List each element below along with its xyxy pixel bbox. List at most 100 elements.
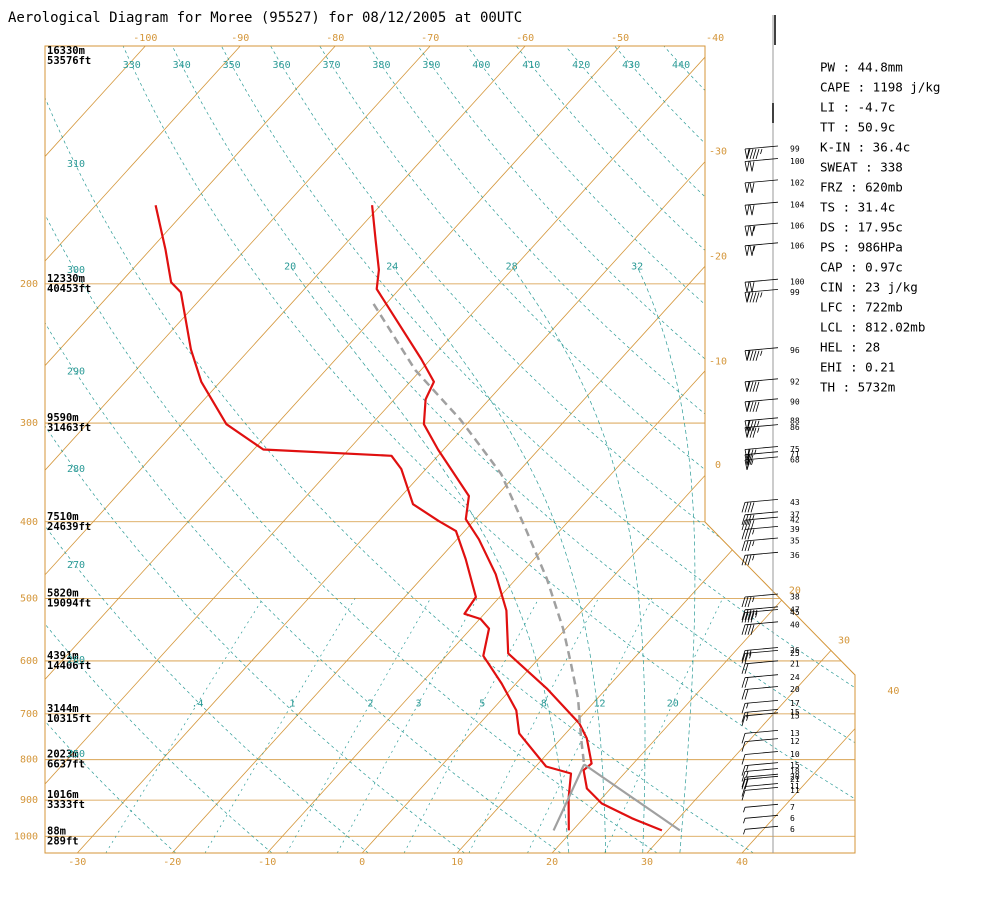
- moist-adiabat: [289, 266, 570, 853]
- mixing-ratio-line: [204, 598, 356, 853]
- wind-barb: [744, 456, 779, 471]
- height-ft: 53576ft: [47, 55, 91, 67]
- wind-barb: [741, 609, 779, 623]
- isotherm: [45, 46, 621, 853]
- wind-speed-label: 86: [790, 423, 800, 432]
- wind-barb: [741, 621, 779, 635]
- wind-barb: [744, 451, 779, 465]
- wind-speed-label: 99: [790, 144, 800, 153]
- theta-label: 250: [67, 749, 85, 760]
- theta-label: 380: [372, 60, 390, 71]
- height-ft: 31463ft: [47, 422, 91, 434]
- wind-speed-label: 15: [790, 708, 800, 717]
- wind-barb: [744, 398, 779, 412]
- theta-label: 350: [223, 60, 241, 71]
- wind-barb: [741, 516, 779, 531]
- top-tick-label: -40: [706, 33, 724, 44]
- x-tick-label: -20: [163, 857, 181, 868]
- wind-speed-label: 25: [790, 649, 800, 658]
- mixing-ratio-label: 20: [667, 698, 679, 709]
- top-tick-label: -60: [516, 33, 534, 44]
- wind-speed-label: 47: [790, 605, 800, 614]
- moist-adiabat: [636, 266, 696, 853]
- right-tick-label: 20: [789, 585, 801, 596]
- labels: 200300400500600700800900100016330m53576f…: [14, 33, 899, 868]
- dry-adiabat: [122, 46, 855, 853]
- plot-border: [44, 45, 856, 854]
- dry-adiabat: [368, 46, 855, 853]
- x-tick-label: 10: [451, 857, 463, 868]
- dry-adiabat: [45, 46, 658, 853]
- height-ft: 14406ft: [47, 660, 91, 672]
- wind-speed-label: 37: [790, 510, 800, 519]
- isotherm: [45, 46, 336, 853]
- x-tick-label: 0: [359, 857, 365, 868]
- wind-speed-label: 39: [790, 525, 800, 534]
- dry-adiabat: [45, 46, 273, 853]
- x-tick-label: -30: [68, 857, 86, 868]
- wind-barb: [741, 783, 779, 797]
- x-tick-label: 20: [546, 857, 558, 868]
- index-line: LCL : 812.02mb: [820, 320, 925, 335]
- wind-barb: [744, 347, 779, 361]
- theta-label: 420: [572, 60, 590, 71]
- index-line: FRZ : 620mb: [820, 180, 903, 195]
- index-line: SWEAT : 338: [820, 160, 903, 175]
- wind-speed-label: 18: [790, 767, 800, 776]
- right-tick-label: -10: [709, 356, 727, 367]
- wind-barb: [741, 709, 779, 723]
- wind-barb: [741, 768, 779, 782]
- wind-speed-label: 17: [790, 699, 800, 708]
- mixing-ratio-line: [105, 598, 264, 853]
- isotherm: [76, 46, 811, 853]
- wind-speed-label: 106: [790, 222, 805, 231]
- profile-line: [583, 763, 681, 832]
- wind-speed-label: 90: [790, 397, 800, 406]
- x-tick-label: 30: [641, 857, 653, 868]
- mixing-ratio-label: 2: [367, 698, 373, 709]
- wind-barb: [741, 751, 779, 765]
- top-tick-label: -90: [231, 33, 249, 44]
- wind-speed-label: 20: [790, 773, 800, 782]
- wind-speed-label: 104: [790, 201, 805, 210]
- mixing-ratio-line: [527, 598, 653, 853]
- wind-speed-label: 20: [790, 685, 800, 694]
- wind-barb: [744, 145, 779, 160]
- wind-speed-label: 7: [790, 803, 795, 812]
- y-tick-label: 400: [20, 517, 38, 528]
- wind-barb: [741, 775, 779, 790]
- dry-adiabat: [45, 46, 465, 853]
- index-line: PW : 44.8mm: [820, 60, 903, 75]
- height-ft: 3333ft: [47, 799, 85, 811]
- wind-barb: [741, 686, 779, 700]
- theta-label: 270: [67, 560, 85, 571]
- top-tick-label: -100: [133, 33, 157, 44]
- mixing-ratio-label: 12: [594, 698, 606, 709]
- height-m: 5820m: [47, 587, 79, 599]
- wind-barb: [744, 242, 779, 256]
- height-ft: 19094ft: [47, 597, 91, 609]
- moist-adiabat-label: 20: [284, 261, 296, 272]
- wind-barb: [743, 825, 779, 835]
- y-tick-label: 300: [20, 418, 38, 429]
- wind-speed-label: 15: [790, 761, 800, 770]
- wind-speed-label: 100: [790, 157, 805, 166]
- wind-barb: [741, 712, 779, 726]
- wind-speed-label: 36: [790, 551, 800, 560]
- theta-label: 340: [173, 60, 191, 71]
- dry-adiabat: [270, 46, 855, 853]
- dry-adiabat: [221, 46, 855, 853]
- theta-label: 330: [123, 60, 141, 71]
- index-line: PS : 986HPa: [820, 240, 903, 255]
- index-line: K-IN : 36.4c: [820, 140, 910, 155]
- moist-adiabat-label: 32: [631, 261, 643, 272]
- right-tick-label: 40: [887, 686, 899, 697]
- profile-line: [371, 205, 663, 832]
- moist-adiabat-label: 24: [386, 261, 398, 272]
- dry-adiabat: [45, 46, 754, 853]
- index-line: CIN : 23 j/kg: [820, 280, 918, 295]
- wind-barb: [744, 289, 779, 303]
- wind-speed-label: 6: [790, 814, 795, 823]
- right-tick-label: 0: [715, 460, 721, 471]
